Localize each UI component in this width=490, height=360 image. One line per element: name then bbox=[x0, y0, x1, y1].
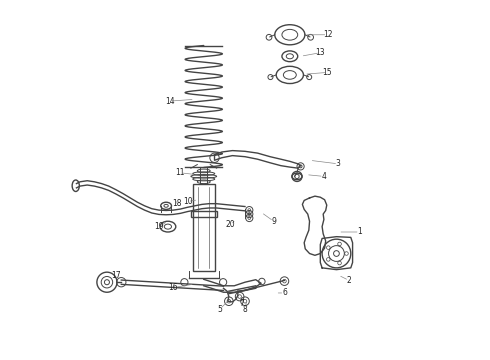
Text: 10: 10 bbox=[183, 197, 193, 206]
Text: 6: 6 bbox=[282, 288, 287, 297]
Bar bbox=[191, 211, 217, 217]
Text: 19: 19 bbox=[154, 222, 164, 231]
Text: 3: 3 bbox=[336, 159, 341, 168]
Text: 4: 4 bbox=[321, 172, 326, 181]
Text: 12: 12 bbox=[323, 30, 332, 39]
Text: 2: 2 bbox=[346, 276, 351, 285]
Text: 17: 17 bbox=[111, 270, 121, 279]
Text: 20: 20 bbox=[226, 220, 236, 229]
Text: 1: 1 bbox=[357, 228, 362, 237]
Text: 11: 11 bbox=[176, 168, 185, 177]
Text: 13: 13 bbox=[316, 48, 325, 57]
Text: 5: 5 bbox=[218, 305, 222, 314]
Bar bbox=[193, 184, 215, 271]
Text: 16: 16 bbox=[169, 283, 178, 292]
Text: 7: 7 bbox=[239, 299, 244, 308]
Text: 15: 15 bbox=[323, 68, 332, 77]
Text: 18: 18 bbox=[172, 199, 182, 208]
Text: 8: 8 bbox=[243, 305, 247, 314]
Text: 14: 14 bbox=[165, 96, 174, 105]
Text: 9: 9 bbox=[271, 217, 276, 226]
